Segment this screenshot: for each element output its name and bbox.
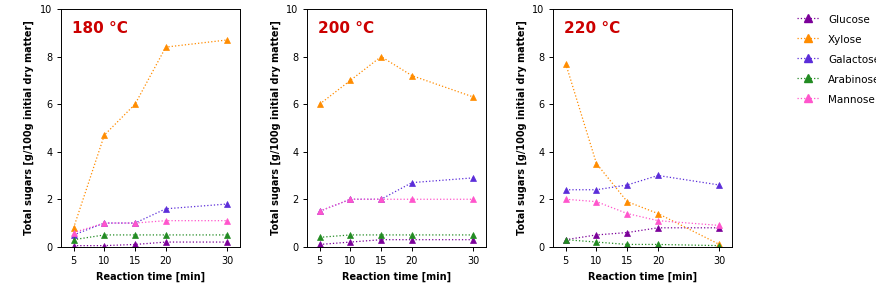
Y-axis label: Total sugars [g/100g initial dry matter]: Total sugars [g/100g initial dry matter] — [271, 20, 280, 235]
Text: 200 °C: 200 °C — [318, 21, 374, 36]
Y-axis label: Total sugars [g/100g initial dry matter]: Total sugars [g/100g initial dry matter] — [25, 20, 34, 235]
Legend: Glucose, Xylose, Galactose, Arabinose, Mannose: Glucose, Xylose, Galactose, Arabinose, M… — [793, 9, 876, 110]
X-axis label: Reaction time [min]: Reaction time [min] — [588, 272, 697, 282]
X-axis label: Reaction time [min]: Reaction time [min] — [342, 272, 451, 282]
X-axis label: Reaction time [min]: Reaction time [min] — [95, 272, 205, 282]
Text: 180 °C: 180 °C — [72, 21, 128, 36]
Text: 220 °C: 220 °C — [564, 21, 620, 36]
Y-axis label: Total sugars [g/100g initial dry matter]: Total sugars [g/100g initial dry matter] — [516, 20, 526, 235]
